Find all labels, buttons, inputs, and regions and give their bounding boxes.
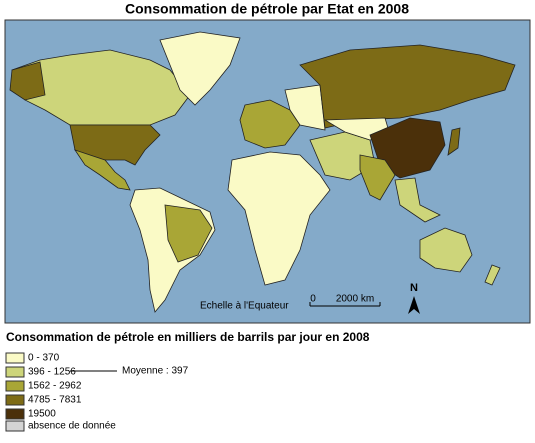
australia xyxy=(419,227,473,273)
europe xyxy=(239,99,301,149)
legend-swatch xyxy=(5,380,25,392)
legend-swatch xyxy=(5,394,25,406)
legend-swatch xyxy=(5,420,25,432)
mexico xyxy=(74,149,131,191)
scale-end: 2000 km xyxy=(336,294,374,305)
africa xyxy=(227,151,331,286)
legend-swatch xyxy=(5,352,25,364)
legend-swatch xyxy=(5,366,25,378)
legend: 0 - 370 396 - 1256 1562 - 2962 4785 - 7831 1… xyxy=(5,352,116,432)
legend-label: 0 - 370 xyxy=(28,353,60,364)
alaska xyxy=(9,61,46,101)
new-zealand xyxy=(484,264,501,286)
legend-label: absence de donnée xyxy=(28,421,116,432)
legend-label: 1562 - 2962 xyxy=(28,381,82,392)
mean-label: Moyenne : 397 xyxy=(122,366,189,377)
japan xyxy=(447,127,461,156)
legend-swatch xyxy=(5,408,25,420)
north-arrow xyxy=(408,296,420,314)
scale-start: 0 xyxy=(310,294,316,305)
legend-label: 396 - 1256 xyxy=(28,367,76,378)
greenland xyxy=(159,31,241,106)
canada xyxy=(11,49,191,126)
russia xyxy=(299,44,516,129)
se-asia xyxy=(394,177,441,223)
legend-label: 19500 xyxy=(28,409,56,420)
legend-title: Consommation de pétrole en milliers de b… xyxy=(6,330,370,344)
india xyxy=(359,154,396,201)
north-label: N xyxy=(410,282,418,294)
east-europe xyxy=(284,84,326,131)
scale-label: Echelle à l'Equateur xyxy=(200,301,289,312)
title: Consommation de pétrole par Etat en 2008 xyxy=(125,1,409,17)
legend-label: 4785 - 7831 xyxy=(28,395,82,406)
map: Echelle à l'Equateur 0 2000 km N xyxy=(4,19,531,324)
brazil xyxy=(164,204,213,263)
